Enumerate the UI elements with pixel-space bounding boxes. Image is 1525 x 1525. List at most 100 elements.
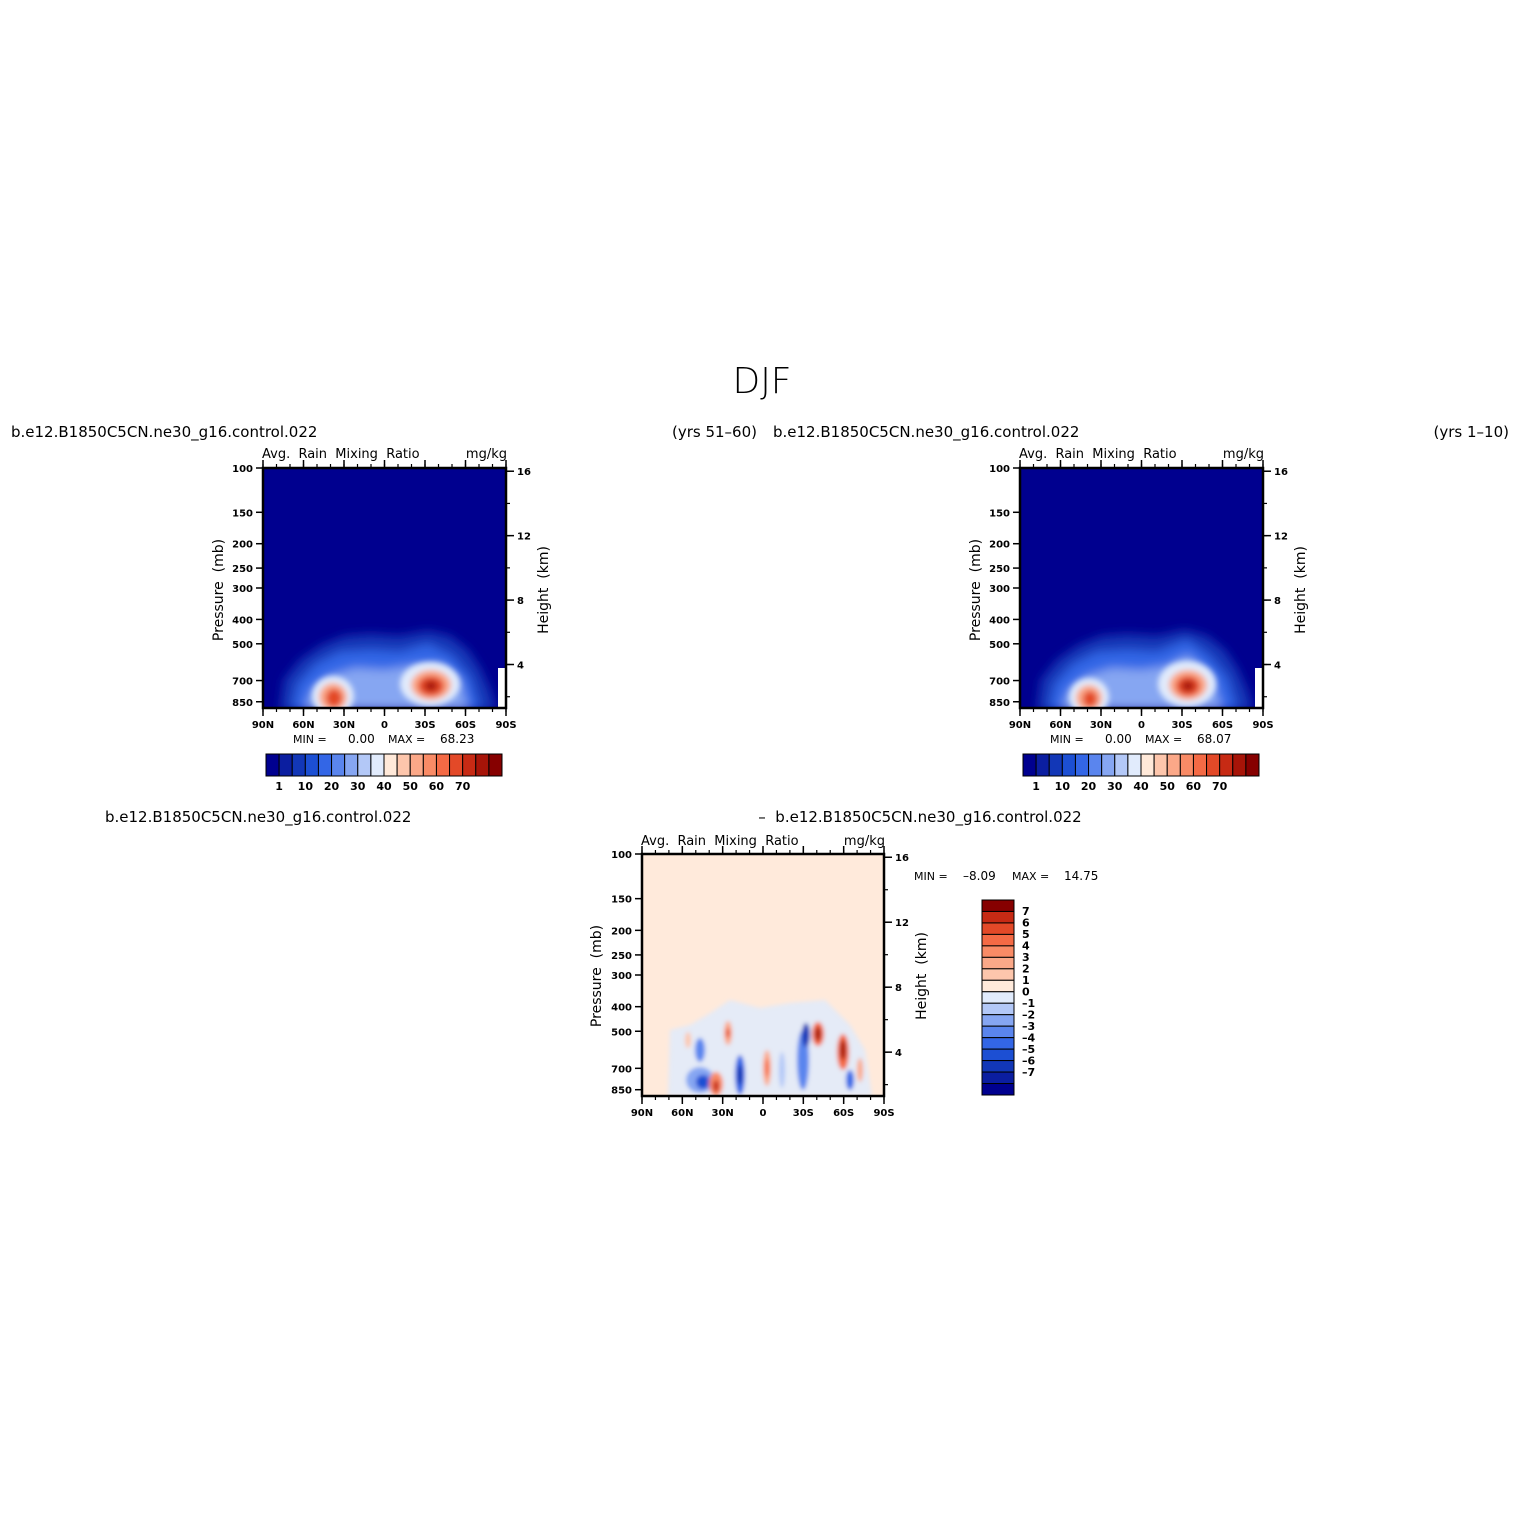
colorbar-label: 40 [1133,780,1149,793]
y-right-tick-label: 12 [895,918,909,929]
y-axis-label: Pressure (mb) [589,925,605,1027]
x-tick-label: 90N [631,1108,653,1119]
colorbar-box [317,753,333,777]
y-axis-label: Pressure (mb) [968,539,984,641]
x-tick-label: 90S [1252,720,1273,731]
y-axis-label-right: Height (km) [1293,546,1309,634]
colorbar-box [1074,753,1090,777]
colorbar-label: 70 [455,780,471,793]
colorbar-label: 30 [1107,780,1123,793]
x-tick-label: 30S [1171,720,1192,731]
y-tick-label: 100 [989,464,1010,475]
neg-anomaly [696,1075,710,1089]
y-tick-label: 200 [989,540,1010,551]
colorbar-box [1192,753,1208,777]
colorbar-label: 60 [1186,780,1202,793]
pos-anomaly [840,1040,846,1060]
y-tick-label: 300 [989,584,1010,595]
x-tick-label: 30N [1090,720,1112,731]
colorbar-box [981,933,1015,947]
colorbar-box [981,991,1015,1004]
y-tick-label: 100 [232,464,253,475]
y-tick-label: 400 [611,1003,632,1014]
pos-anomaly [685,1032,691,1048]
y-tick-label: 200 [611,926,632,937]
colorbar-box [488,753,503,777]
y-right-tick-label: 12 [1274,532,1288,543]
pos-anomaly [857,1058,863,1082]
colorbar: 1 10 20 30 40 50 60 70 [265,753,503,793]
pos-anomaly [765,1059,769,1077]
colorbar-box [981,1060,1015,1073]
max-value: 68.07 [1197,732,1231,746]
colorbar-box [1101,753,1116,777]
colorbar-label: 50 [1160,780,1176,793]
colorbar-label: –1 [1022,997,1035,1010]
colorbar-box [981,1025,1015,1039]
neg-anomaly [695,1038,705,1062]
y-tick-label: 150 [232,508,253,519]
colorbar-label: –7 [1022,1066,1035,1079]
colorbar-label: 70 [1212,780,1228,793]
x-tick-label: 90S [873,1108,894,1119]
x-tick-label: 0 [760,1108,767,1119]
colorbar-box [981,922,1015,935]
colorbar-box [1061,753,1076,777]
colorbar-box [981,1037,1015,1050]
colorbar-box [304,753,319,777]
colorbar-box [331,753,346,777]
contour-field [263,468,506,708]
min-value: 0.00 [1105,732,1132,746]
colorbar-box [981,899,1015,912]
y-tick-label: 850 [611,1086,632,1097]
y-tick-label: 500 [989,640,1010,651]
colorbar-box [1219,753,1234,777]
y-right-tick-label: 4 [1274,661,1281,672]
x-tick-label: 30S [793,1108,814,1119]
x-tick-label: 60N [671,1108,693,1119]
colorbar-label: 20 [1081,780,1097,793]
panel-difference: b.e12.B1850C5CN.ne30_g16.control.022 – b… [105,808,1098,1119]
max-label: MAX = [1145,733,1182,746]
x-tick-label: 60N [292,720,314,731]
x-tick-label: 60N [1049,720,1071,731]
y-tick-label: 500 [611,1027,632,1038]
colorbar-label: 1 [1032,780,1040,793]
y-tick-label: 200 [232,540,253,551]
colorbar-box [981,910,1015,924]
colorbar-box [357,753,372,777]
y-right-tick-label: 12 [517,532,531,543]
y-right-tick-label: 16 [517,467,531,478]
colorbar-label: 1 [1022,974,1030,987]
x-tick-label: 90N [252,720,274,731]
colorbar-label: 10 [298,780,314,793]
colorbar-box [1140,753,1155,777]
colorbar-box [265,753,280,777]
max-label: MAX = [1012,870,1049,883]
y-tick-label: 500 [232,640,253,651]
y-tick-label: 850 [232,698,253,709]
max-label: MAX = [388,733,425,746]
colorbar-box [981,1014,1015,1027]
axis-ticks: 90N 60N 30N 0 30S 60S 90S 100 150 200 250 300 400 500… [989,460,1288,731]
neg-anomaly [779,1052,785,1088]
colorbar-box [1088,753,1103,777]
colorbar-box [475,753,490,777]
x-tick-label: 90S [495,720,516,731]
y-right-tick-label: 4 [895,1048,902,1059]
colorbar-label: 3 [1022,951,1030,964]
min-value: –8.09 [963,869,996,883]
colorbar-label: 50 [403,780,419,793]
y-right-tick-label: 16 [1274,467,1288,478]
max-center-sh [425,681,437,691]
x-tick-label: 30N [333,720,355,731]
colorbar-box [1179,753,1194,777]
y-tick-label: 250 [232,564,253,575]
colorbar-box [278,753,293,777]
x-tick-label: 90N [1009,720,1031,731]
colorbar-label: 2 [1022,963,1030,976]
y-right-tick-label: 8 [517,596,524,607]
colorbar-box [1206,753,1221,777]
y-tick-label: 850 [989,698,1010,709]
